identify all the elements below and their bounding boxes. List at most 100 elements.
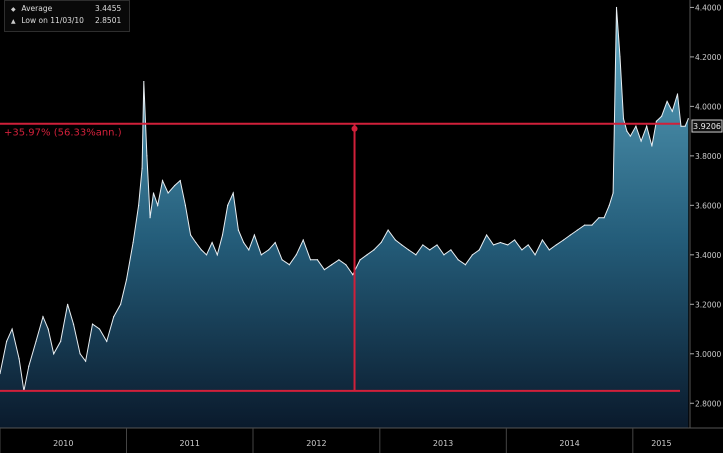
legend-item-average: ◆ Average 3.4455 bbox=[11, 4, 121, 15]
data-point-51 bbox=[288, 264, 290, 266]
data-point-60 bbox=[352, 274, 354, 276]
data-point-35 bbox=[195, 241, 197, 244]
data-point-111 bbox=[671, 110, 673, 112]
y-tick-label-7: 4.2000 bbox=[695, 53, 721, 62]
data-point-32 bbox=[179, 180, 181, 182]
x-tick-label-0: 2010 bbox=[53, 439, 73, 448]
data-point-9 bbox=[53, 353, 55, 355]
x-tick-label-2: 2012 bbox=[306, 439, 326, 448]
data-point-79 bbox=[485, 234, 488, 236]
data-point-0 bbox=[0, 372, 1, 375]
data-point-63 bbox=[373, 249, 375, 251]
data-point-115 bbox=[687, 118, 689, 120]
data-point-102 bbox=[626, 130, 628, 132]
data-point-31 bbox=[174, 184, 176, 187]
data-point-103 bbox=[629, 135, 631, 137]
data-point-68 bbox=[407, 249, 410, 251]
data-point-11 bbox=[66, 303, 69, 305]
data-point-106 bbox=[646, 125, 648, 127]
data-point-7 bbox=[42, 316, 44, 318]
data-point-101 bbox=[622, 118, 625, 120]
y-tick-label-1: 3.0000 bbox=[695, 350, 721, 359]
y-tick-label-8: 4.4000 bbox=[695, 3, 721, 12]
data-point-20 bbox=[125, 278, 128, 281]
data-point-109 bbox=[660, 115, 663, 117]
data-point-64 bbox=[380, 241, 382, 244]
data-point-100 bbox=[619, 56, 621, 58]
data-point-92 bbox=[576, 229, 578, 231]
legend-box: ◆ Average 3.4455 ▲ Low on 11/03/10 2.850… bbox=[4, 0, 130, 32]
data-point-45 bbox=[248, 249, 250, 251]
data-point-25 bbox=[146, 155, 148, 157]
data-point-19 bbox=[120, 303, 122, 305]
y-axis-panel bbox=[690, 0, 723, 453]
legend-value-low: 2.8501 bbox=[95, 16, 122, 25]
data-point-56 bbox=[323, 269, 325, 271]
y-tick-label-2: 3.2000 bbox=[695, 300, 721, 309]
data-point-108 bbox=[655, 120, 657, 122]
data-point-73 bbox=[443, 254, 445, 256]
last-value-box bbox=[691, 119, 723, 133]
data-point-47 bbox=[260, 254, 262, 256]
data-point-72 bbox=[436, 244, 438, 246]
data-point-89 bbox=[555, 244, 557, 246]
data-point-24 bbox=[143, 81, 145, 83]
data-point-94 bbox=[591, 224, 593, 226]
data-point-112 bbox=[676, 93, 679, 95]
data-point-5 bbox=[28, 365, 30, 367]
data-point-29 bbox=[161, 180, 164, 182]
data-point-76 bbox=[464, 264, 467, 266]
y-tick-label-5: 3.8000 bbox=[695, 152, 721, 161]
legend-value-average: 3.4455 bbox=[95, 4, 122, 13]
data-point-59 bbox=[345, 264, 347, 266]
data-point-3 bbox=[18, 358, 20, 360]
x-tick-label-5: 2015 bbox=[651, 439, 671, 448]
data-point-74 bbox=[450, 249, 452, 251]
x-tick-label-4: 2014 bbox=[559, 439, 579, 448]
data-point-17 bbox=[106, 340, 108, 343]
data-point-78 bbox=[478, 249, 480, 251]
data-point-22 bbox=[138, 204, 140, 206]
legend-label-low: Low on 11/03/10 bbox=[21, 16, 84, 25]
data-point-62 bbox=[366, 254, 368, 256]
data-point-49 bbox=[274, 241, 276, 244]
data-point-8 bbox=[47, 328, 49, 330]
data-point-12 bbox=[72, 323, 75, 325]
data-point-88 bbox=[548, 249, 550, 251]
data-point-41 bbox=[227, 204, 229, 206]
data-point-40 bbox=[221, 234, 224, 236]
data-point-33 bbox=[184, 204, 187, 206]
data-point-30 bbox=[167, 192, 169, 194]
data-point-34 bbox=[190, 234, 192, 236]
data-point-15 bbox=[91, 323, 94, 325]
y-tick-label-4: 3.6000 bbox=[695, 201, 721, 210]
y-tick-label-3: 3.4000 bbox=[695, 251, 721, 260]
change-label: +35.97% (56.33%ann.) bbox=[4, 128, 122, 139]
change-marker-dot bbox=[351, 125, 358, 132]
data-point-57 bbox=[331, 264, 333, 266]
data-point-1 bbox=[5, 340, 8, 343]
y-tick-label-0: 2.8000 bbox=[695, 399, 721, 408]
data-point-10 bbox=[60, 340, 62, 343]
x-tick-label-3: 2013 bbox=[433, 439, 453, 448]
data-point-85 bbox=[527, 244, 529, 246]
data-point-37 bbox=[205, 254, 208, 256]
data-point-107 bbox=[651, 145, 653, 147]
data-point-82 bbox=[507, 244, 509, 246]
data-point-46 bbox=[253, 234, 255, 236]
data-point-13 bbox=[79, 353, 81, 355]
data-point-66 bbox=[394, 239, 397, 241]
data-point-93 bbox=[584, 224, 586, 226]
x-tick-label-1: 2011 bbox=[180, 439, 200, 448]
data-point-83 bbox=[514, 239, 516, 241]
data-point-43 bbox=[237, 229, 240, 231]
data-point-21 bbox=[132, 241, 134, 244]
data-point-81 bbox=[499, 241, 502, 244]
data-point-53 bbox=[302, 239, 304, 241]
data-point-16 bbox=[98, 328, 101, 330]
data-point-39 bbox=[216, 254, 218, 256]
series-area bbox=[0, 7, 689, 429]
data-point-36 bbox=[200, 249, 202, 251]
data-point-44 bbox=[243, 241, 245, 244]
data-point-95 bbox=[598, 217, 600, 219]
